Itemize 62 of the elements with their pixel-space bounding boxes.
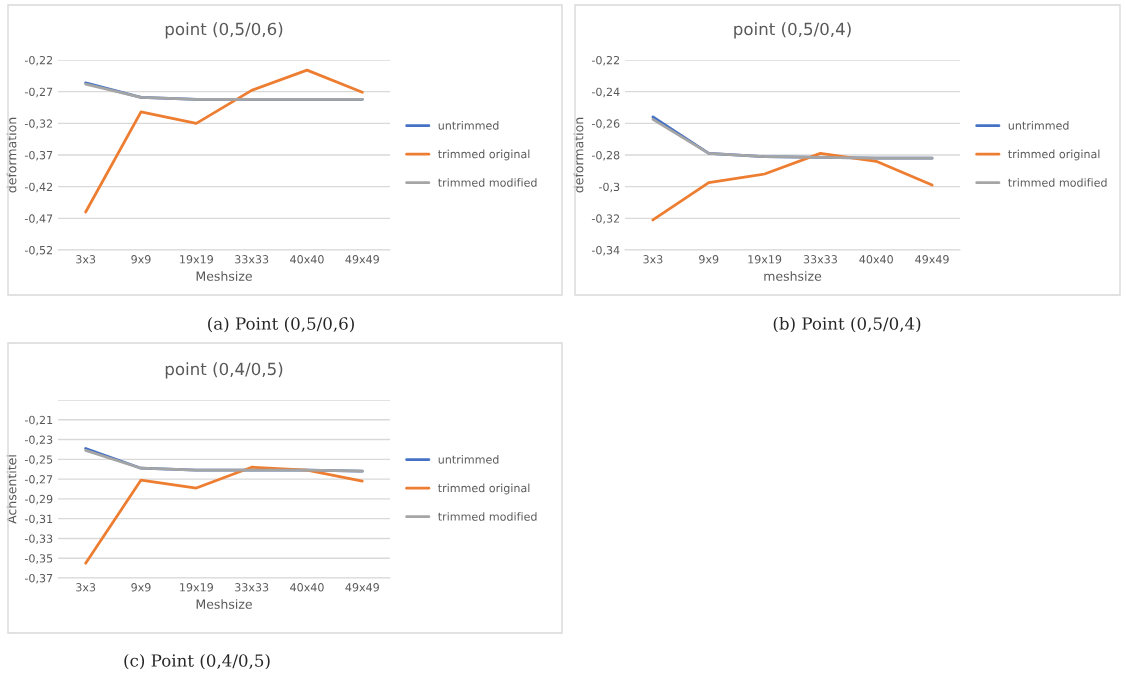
x-tick-label: 33x33: [235, 255, 269, 264]
x-tick-label: 3x3: [643, 255, 663, 264]
x-tick-label: 40x40: [859, 255, 893, 264]
y-axis-title: deformation: [573, 117, 584, 193]
y-axis-title: deformation: [6, 117, 17, 193]
x-tick-label: 19x19: [748, 255, 782, 264]
x-tick-label: 9x9: [699, 255, 719, 264]
y-tick-label: -0,25: [24, 455, 53, 465]
y-tick-label: -0,52: [24, 245, 53, 256]
x-axis-title: Meshsize: [196, 599, 252, 609]
legend-label: trimmed modified: [438, 178, 537, 187]
y-tick-label: -0,33: [24, 534, 53, 544]
y-tick-label: -0,32: [591, 214, 620, 224]
legend-label: trimmed original: [1008, 149, 1100, 161]
y-tick-label: -0,27: [24, 87, 53, 98]
x-tick-label: 19x19: [180, 583, 213, 592]
x-axis-title: Meshsize: [196, 271, 252, 281]
y-tick-label: -0,22: [591, 55, 620, 66]
legend-label: untrimmed: [438, 121, 499, 130]
y-tick-label: -0,42: [24, 182, 53, 193]
y-tick-label: -0,24: [591, 87, 620, 98]
chart-title: point (0,4/0,5): [165, 362, 283, 379]
y-tick-label: -0,27: [24, 475, 53, 485]
x-tick-label: 33x33: [235, 583, 269, 592]
y-tick-label: -0,21: [24, 415, 53, 426]
x-tick-label: 33x33: [803, 255, 837, 264]
x-axis-title: meshsize: [764, 271, 822, 281]
legend-label: untrimmed: [438, 455, 499, 464]
y-tick-label: -0,37: [24, 573, 53, 584]
x-tick-label: 49x49: [345, 255, 379, 264]
y-tick-label: -0,29: [24, 494, 53, 505]
y-tick-label: -0,37: [24, 150, 53, 161]
y-tick-label: -0,32: [24, 119, 53, 129]
chart-title: point (0,5/0,6): [165, 22, 283, 39]
x-tick-label: 9x9: [131, 255, 151, 264]
x-tick-label: 49x49: [915, 255, 949, 264]
y-tick-label: -0,23: [24, 435, 53, 446]
legend-label: trimmed original: [438, 149, 530, 161]
x-tick-label: 40x40: [290, 583, 324, 592]
y-tick-label: -0,3: [599, 182, 620, 193]
y-tick-label: -0,35: [24, 554, 53, 564]
y-tick-label: -0,31: [24, 514, 53, 525]
chart-title: point (0,5/0,4): [734, 22, 851, 39]
text: (b) Point (0,5/0,4): [773, 316, 921, 333]
x-tick-label: 40x40: [290, 255, 324, 264]
y-tick-label: -0,28: [591, 150, 620, 161]
legend-label: trimmed modified: [438, 512, 537, 521]
x-tick-label: 19x19: [180, 255, 213, 264]
y-tick-label: -0,22: [24, 55, 53, 66]
text: (a) Point (0,5/0,6): [208, 316, 354, 333]
x-tick-label: 3x3: [76, 255, 96, 264]
y-tick-label: -0,34: [591, 245, 620, 256]
y-axis-title: Achsentitel: [6, 455, 17, 524]
x-tick-label: 9x9: [131, 583, 151, 592]
text: (c) Point (0,4/0,5): [124, 653, 270, 670]
legend-label: untrimmed: [1008, 121, 1069, 130]
legend-label: trimmed original: [438, 483, 530, 495]
y-tick-label: -0,47: [24, 214, 53, 224]
x-tick-label: 49x49: [345, 583, 379, 592]
x-tick-label: 3x3: [76, 583, 96, 592]
y-tick-label: -0,26: [591, 119, 620, 129]
legend-label: trimmed modified: [1008, 178, 1107, 187]
